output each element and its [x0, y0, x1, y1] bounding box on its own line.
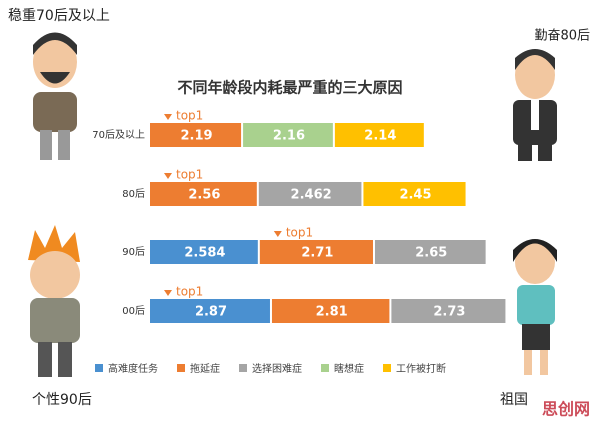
watermark: 思创网 [542, 400, 590, 419]
legend-swatch [383, 364, 391, 372]
chart-title: 不同年龄段内耗最严重的三大原因 [177, 79, 402, 97]
character-label: 稳重70后及以上 [8, 8, 110, 24]
y-tick-label: 00后 [122, 305, 145, 317]
character-label: 个性90后 [32, 392, 92, 408]
annotation: top1 [176, 285, 203, 299]
character-label: 勤奋80后 [534, 29, 590, 44]
bar-segment [150, 299, 270, 323]
data-label: 2.462 [291, 188, 332, 203]
annotation: top1 [176, 168, 203, 182]
bar-segment [258, 182, 362, 206]
data-label: 2.71 [301, 246, 333, 261]
annotation: top1 [286, 226, 313, 240]
data-label: 2.14 [364, 129, 396, 144]
bar-segment [150, 123, 242, 147]
legend-swatch [95, 364, 103, 372]
data-label: 2.584 [184, 246, 225, 261]
data-label: 2.56 [188, 188, 220, 203]
bar-segment [374, 240, 486, 264]
data-label: 2.16 [273, 129, 305, 144]
legend-label: 选择困难症 [252, 362, 302, 375]
top-marker [164, 114, 172, 120]
legend-swatch [321, 364, 329, 372]
data-label: 2.45 [399, 188, 431, 203]
bar-segment [243, 123, 333, 147]
legend-swatch [239, 364, 247, 372]
data-label: 2.19 [180, 129, 212, 144]
bar-segment [363, 182, 466, 206]
legend-label: 瞎想症 [334, 362, 364, 375]
bar-segment [391, 299, 506, 323]
data-label: 2.65 [415, 246, 447, 261]
character-90 [28, 225, 80, 377]
character-80 [513, 49, 557, 161]
legend-label: 拖延症 [190, 362, 220, 375]
top-marker [164, 173, 172, 179]
bar-segment [259, 240, 373, 264]
legend-label: 高难度任务 [108, 362, 158, 375]
bar-segment [150, 182, 257, 206]
character-00 [513, 239, 557, 375]
plot: 70后及以上 2.19 2.16 2.14 top1 80后 2.56 2.462 2.45 to… [92, 109, 506, 375]
y-tick-label: 80后 [122, 188, 145, 200]
y-tick-label: 90后 [122, 246, 145, 258]
top-marker [164, 290, 172, 296]
annotation: top1 [176, 109, 203, 123]
top-marker [273, 231, 282, 237]
y-tick-label: 70后及以上 [92, 129, 145, 141]
character-70 [33, 32, 77, 160]
bar-segment [271, 299, 390, 323]
data-label: 2.81 [316, 305, 348, 320]
data-label: 2.73 [433, 305, 465, 320]
bar-segment [150, 240, 258, 264]
bar-segment [334, 123, 424, 147]
legend-swatch [177, 364, 185, 372]
legend-label: 工作被打断 [396, 362, 446, 375]
data-label: 2.87 [195, 305, 227, 320]
character-label: 祖国 [500, 392, 528, 408]
